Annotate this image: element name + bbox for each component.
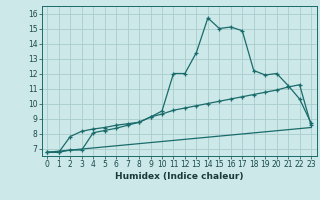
- X-axis label: Humidex (Indice chaleur): Humidex (Indice chaleur): [115, 172, 244, 181]
